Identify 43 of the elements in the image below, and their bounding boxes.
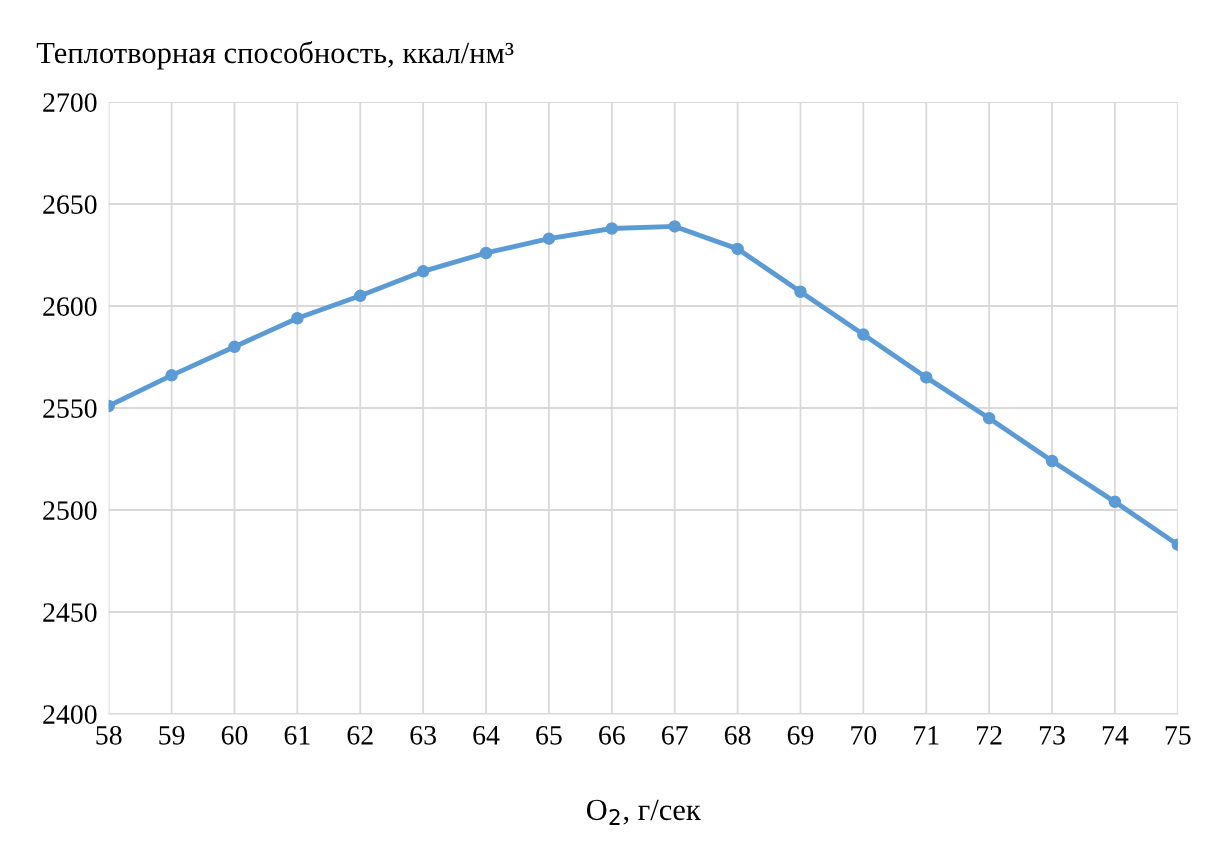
point [542, 232, 556, 245]
point [982, 411, 996, 425]
x-tick-label: 62 [347, 725, 373, 745]
y-tick-label: 2650 [43, 195, 97, 214]
x-tick-label: 70 [851, 725, 877, 745]
y-tick-label: 2700 [43, 93, 97, 112]
point [1108, 495, 1122, 509]
x-tick-label: 58 [96, 725, 122, 745]
point [479, 246, 493, 260]
y-tick-label: 2600 [43, 297, 97, 316]
x-tick-label: 72 [977, 725, 1002, 745]
x-tick-label: 65 [536, 725, 562, 745]
y-tick-label: 2400 [43, 705, 97, 724]
y-tick-label: 2500 [43, 501, 97, 520]
point [857, 328, 870, 341]
x-tick-label: 69 [787, 725, 814, 745]
x-tick-label: 67 [662, 725, 688, 745]
point [291, 311, 304, 325]
point [1045, 454, 1059, 468]
x-tick-label: 60 [221, 725, 248, 745]
x-tick-label: 68 [724, 725, 751, 745]
point [354, 289, 367, 303]
point [605, 222, 619, 235]
x-axis-title: O$_{2}$, г/сек [586, 799, 701, 825]
x-tick-label: 64 [473, 725, 500, 745]
x-tick-label: 61 [284, 725, 310, 745]
point [416, 265, 430, 278]
y-tick-label: 2450 [43, 603, 97, 622]
y-axis-title: Теплотворная способность, ккал/нм³ [36, 41, 514, 70]
x-tick-label: 63 [410, 725, 436, 745]
point [228, 340, 241, 354]
x-tick-label: 66 [599, 725, 625, 745]
point [165, 369, 178, 382]
x-tick-label: 73 [1039, 725, 1065, 745]
point [794, 285, 807, 298]
x-tick-label: 75 [1165, 726, 1191, 745]
x-tick-label: 74 [1102, 726, 1129, 745]
point [731, 242, 744, 256]
x-tick-label: 59 [159, 725, 185, 745]
point [668, 220, 681, 233]
x-tick-label: 71 [914, 726, 939, 745]
y-tick-label: 2550 [43, 399, 97, 418]
point [920, 371, 933, 384]
